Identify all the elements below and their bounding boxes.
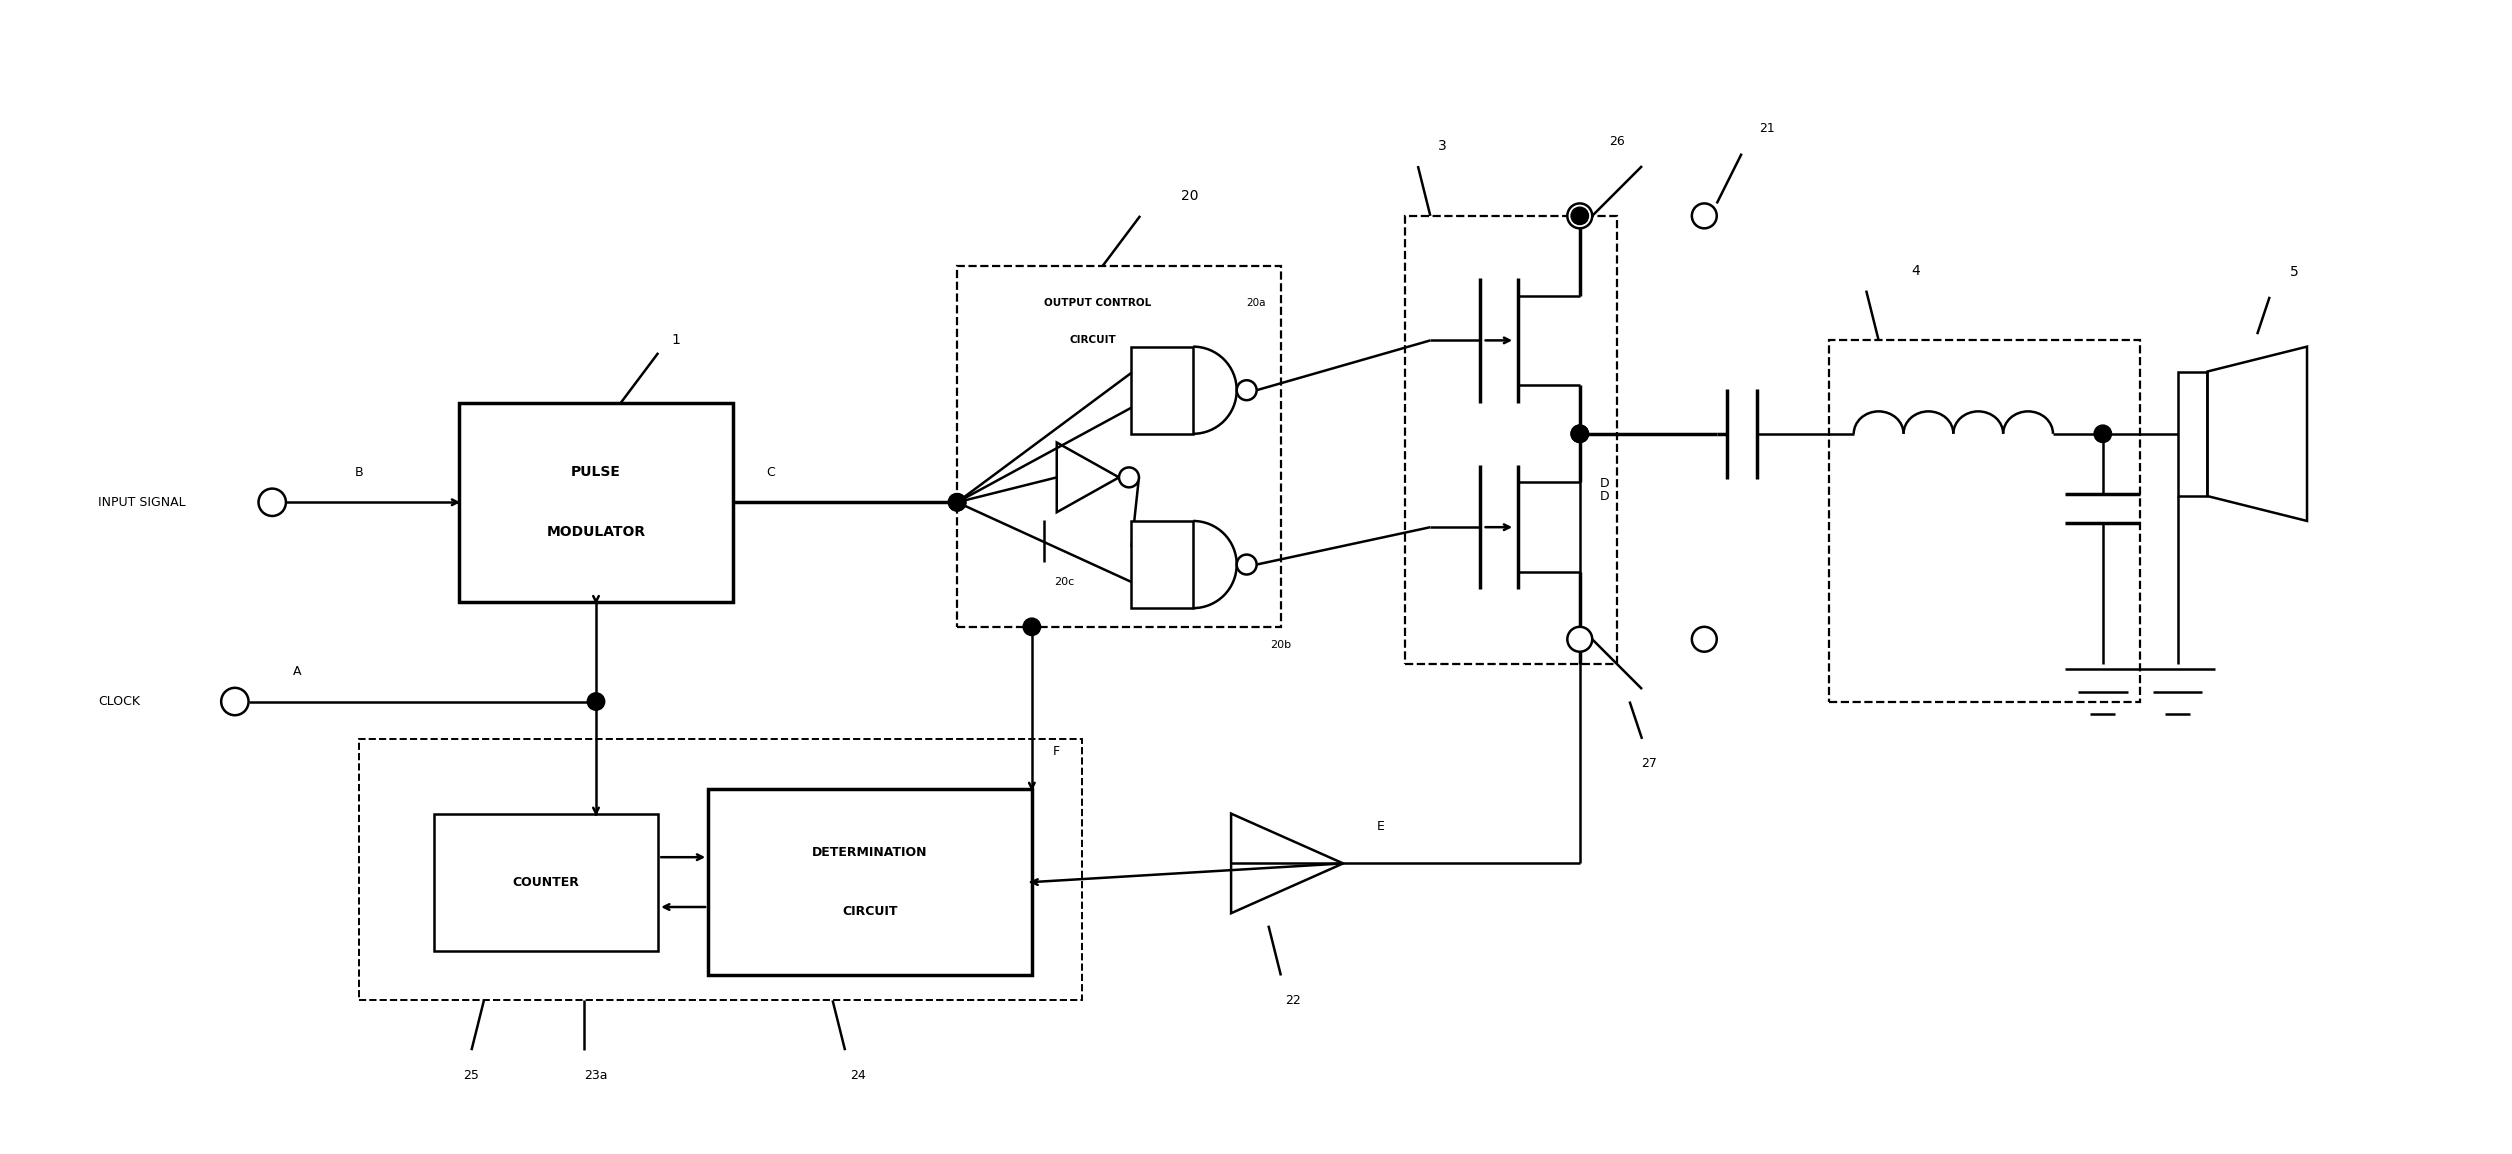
Text: COUNTER: COUNTER <box>512 876 580 889</box>
FancyBboxPatch shape <box>435 814 658 951</box>
Circle shape <box>950 494 965 511</box>
Circle shape <box>1567 203 1593 228</box>
Text: 4: 4 <box>1912 263 1919 278</box>
Circle shape <box>1570 208 1588 225</box>
Text: 20: 20 <box>1181 189 1198 203</box>
Text: 20b: 20b <box>1271 640 1291 651</box>
Text: 20a: 20a <box>1246 298 1266 308</box>
Circle shape <box>2095 425 2113 442</box>
Text: MODULATOR: MODULATOR <box>548 525 646 539</box>
Circle shape <box>1567 627 1593 652</box>
FancyBboxPatch shape <box>460 403 734 602</box>
Text: B: B <box>354 466 364 479</box>
Text: 20c: 20c <box>1055 577 1075 587</box>
Circle shape <box>1570 425 1588 442</box>
Text: CIRCUIT: CIRCUIT <box>1070 336 1115 345</box>
Circle shape <box>259 488 286 516</box>
Circle shape <box>588 692 605 710</box>
Circle shape <box>1022 619 1040 636</box>
Circle shape <box>1693 203 1716 228</box>
Text: 27: 27 <box>1640 757 1658 770</box>
Text: F: F <box>1053 744 1060 758</box>
Text: D: D <box>1600 489 1610 502</box>
Text: A: A <box>294 665 301 679</box>
Text: E: E <box>1377 819 1384 832</box>
Text: 24: 24 <box>849 1069 864 1081</box>
Text: PULSE: PULSE <box>570 465 620 479</box>
Text: 21: 21 <box>1758 122 1773 135</box>
Text: OUTPUT CONTROL: OUTPUT CONTROL <box>1045 298 1150 308</box>
Circle shape <box>1236 381 1256 400</box>
Text: C: C <box>766 466 774 479</box>
Text: CIRCUIT: CIRCUIT <box>842 906 897 919</box>
Text: 22: 22 <box>1286 994 1301 1007</box>
Text: 25: 25 <box>465 1069 480 1081</box>
Text: 3: 3 <box>1439 140 1447 153</box>
Circle shape <box>221 688 249 715</box>
Circle shape <box>950 494 965 511</box>
Circle shape <box>1693 627 1716 652</box>
FancyBboxPatch shape <box>2178 372 2208 496</box>
Text: CLOCK: CLOCK <box>98 695 141 709</box>
Circle shape <box>1118 467 1138 487</box>
Text: 1: 1 <box>671 334 681 347</box>
Text: D: D <box>1600 477 1610 490</box>
Text: 23a: 23a <box>585 1069 608 1081</box>
FancyBboxPatch shape <box>708 788 1032 975</box>
FancyBboxPatch shape <box>1130 520 1193 608</box>
Circle shape <box>1236 555 1256 575</box>
Text: 26: 26 <box>1610 135 1625 148</box>
Text: INPUT SIGNAL: INPUT SIGNAL <box>98 496 186 509</box>
Text: DETERMINATION: DETERMINATION <box>811 846 927 859</box>
FancyBboxPatch shape <box>1130 346 1193 434</box>
Text: 5: 5 <box>2291 265 2298 279</box>
Circle shape <box>1570 425 1588 442</box>
